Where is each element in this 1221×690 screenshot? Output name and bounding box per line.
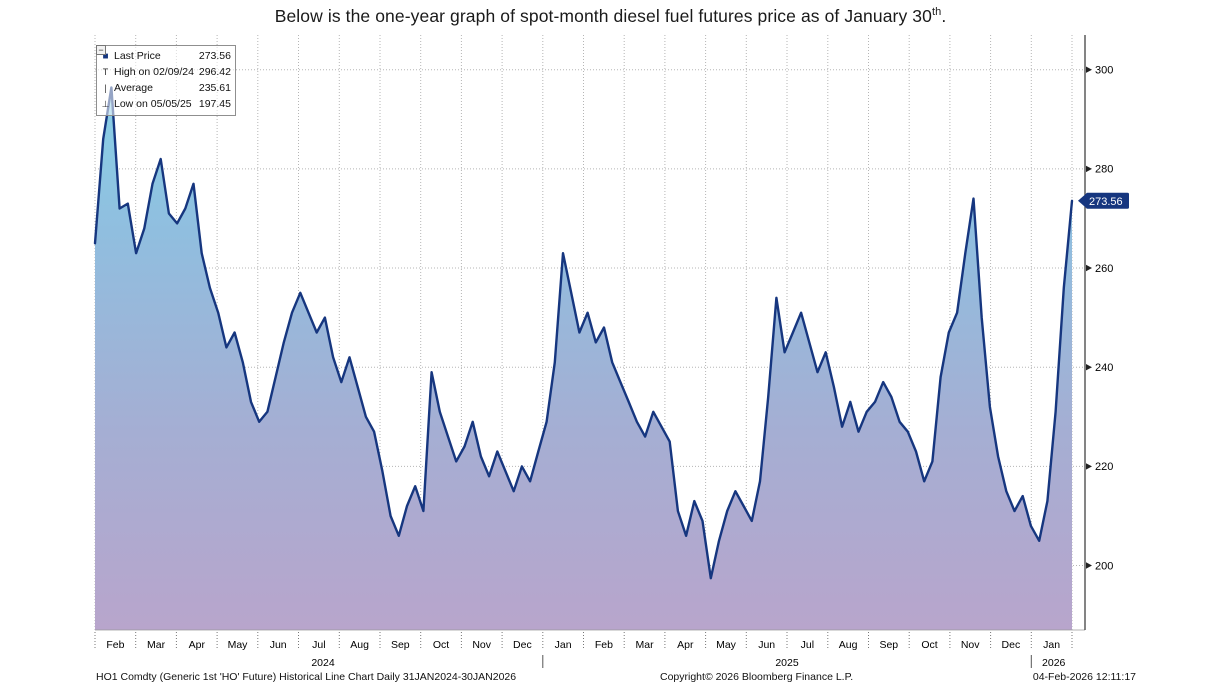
legend-row-low: ⊥ Low on 05/05/25 197.45 [100, 96, 231, 112]
legend-value-low: 197.45 [198, 98, 231, 110]
last-price-badge-value: 273.56 [1089, 196, 1123, 208]
x-axis-year-label: 2025 [775, 657, 799, 669]
legend-label-average: Average [114, 82, 153, 94]
y-axis-tick-arrow-icon [1086, 66, 1092, 73]
timestamp: 04-Feb-2026 12:11:17 [1032, 671, 1136, 683]
legend-value-average: 235.61 [198, 82, 231, 94]
legend-row-high: T High on 02/09/24 296.42 [100, 64, 231, 80]
price-line [93, 86, 1074, 580]
x-axis-month-label: Oct [921, 639, 937, 651]
price-area-fill [95, 87, 1072, 630]
y-axis-tick-arrow-icon [1086, 264, 1092, 272]
x-axis-month-label: Nov [472, 639, 491, 651]
page-title: Below is the one-year graph of spot-mont… [0, 6, 1221, 27]
chart-legend: − ■ Last Price 273.56 T High on 02/09/24… [96, 45, 236, 116]
x-axis-month-label: May [228, 639, 249, 651]
legend-value-last-price: 273.56 [198, 50, 231, 62]
y-axis-tick-arrow-icon [1086, 463, 1092, 470]
x-axis-year-label: 2026 [1042, 657, 1066, 669]
x-axis-month-label: Apr [189, 639, 206, 651]
copyright-text: Copyright© 2026 Bloomberg Finance L.P. [660, 671, 854, 683]
x-axis-month-label: May [716, 639, 737, 651]
y-axis-label: 280 [1095, 164, 1113, 176]
x-axis-month-label: Jan [1043, 639, 1060, 651]
legend-label-last-price: Last Price [114, 50, 161, 62]
y-axis-label: 200 [1095, 560, 1113, 572]
x-axis-month-label: Aug [350, 639, 369, 651]
price-chart-plot-area[interactable]: 200 220 240 260 280 300 273.56 Feb Mar Apr May Jun J… [88, 30, 1148, 670]
x-axis-month-label: Jun [758, 639, 775, 651]
x-axis-month-label: Dec [513, 639, 532, 651]
legend-row-average: | Average 235.61 [100, 80, 231, 96]
x-axis-year-label: 2024 [311, 657, 335, 669]
legend-collapse-icon[interactable]: − [96, 45, 106, 55]
x-axis-month-label: Jul [801, 639, 814, 651]
x-axis-month-label: Feb [595, 639, 613, 651]
x-axis-month-label: Feb [106, 639, 124, 651]
title-superscript: th [931, 6, 942, 19]
x-axis-month-label: Aug [839, 639, 858, 651]
y-axis-label: 220 [1095, 461, 1113, 473]
x-axis-month-label: Jun [270, 639, 287, 651]
high-marker-icon: T [102, 67, 109, 77]
x-axis-month-label: Apr [677, 639, 694, 651]
x-axis-month-label: Sep [879, 639, 898, 651]
low-marker-icon: ⊥ [101, 98, 110, 109]
last-price-marker-icon: ■ [102, 50, 109, 62]
legend-label-high: High on 02/09/24 [114, 66, 194, 78]
x-axis-month-label: Jul [312, 639, 325, 651]
x-axis-month-label: Nov [961, 639, 980, 651]
x-axis-month-label: Jan [555, 639, 572, 651]
y-axis-label: 300 [1095, 65, 1113, 77]
y-axis-label: 260 [1095, 263, 1113, 275]
y-axis-label: 240 [1095, 362, 1113, 374]
y-axis-tick-arrow-icon [1086, 364, 1092, 371]
legend-row-last-price: ■ Last Price 273.56 [100, 48, 231, 64]
average-marker-icon: | [104, 83, 107, 93]
x-axis-month-label: Dec [1002, 639, 1021, 651]
last-price-badge: 273.56 [1078, 192, 1129, 209]
y-axis-tick-arrow-icon [1086, 165, 1092, 173]
y-axis-tick-arrow-icon [1086, 562, 1092, 569]
x-axis-month-label: Mar [636, 639, 655, 651]
x-axis-month-label: Oct [433, 639, 449, 651]
title-suffix: . [941, 6, 947, 26]
title-text: Below is the one-year graph of spot-mont… [274, 6, 932, 26]
x-axis-month-label: Sep [391, 639, 410, 651]
legend-label-low: Low on 05/05/25 [114, 98, 192, 110]
legend-value-high: 296.42 [198, 66, 231, 78]
chart-description: HO1 Comdty (Generic 1st 'HO' Future) His… [96, 671, 517, 683]
x-axis-month-label: Mar [147, 639, 166, 651]
